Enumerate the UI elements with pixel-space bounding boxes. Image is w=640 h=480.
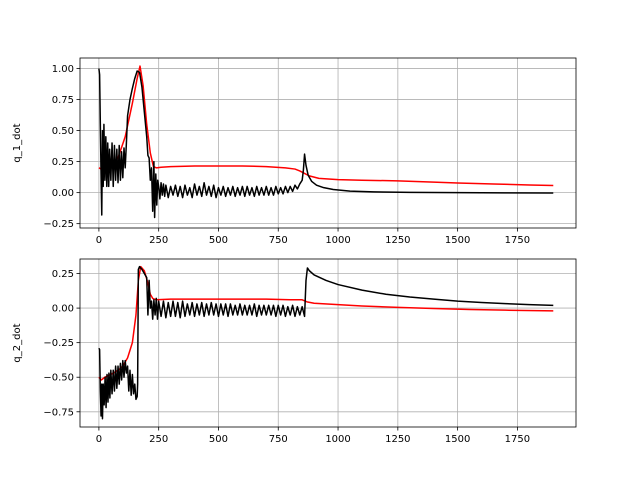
x-tick-label: 250 [149,235,168,246]
x-tick-label: 750 [269,235,288,246]
x-tick-label: 0 [96,235,102,246]
series-line-1 [98,265,554,420]
axes-frame [79,57,577,229]
x-tick-label: 1500 [445,235,470,246]
x-tick-label: 750 [269,434,288,445]
x-tick-label: 1000 [325,235,350,246]
x-tick-label: 500 [209,235,228,246]
y-axis-label: q_1_dot [12,123,23,162]
y-tick-label: 0.50 [52,126,74,137]
x-tick-label: 1500 [445,434,470,445]
x-tick-label: 0 [96,434,102,445]
y-tick-label: 1.00 [52,64,74,75]
y-tick-label: −0.75 [43,407,74,418]
subplot-q2-dot: 0 250 500 750 1000 1250 1500 1750 −0.75 −0.50 −0.2… [12,258,577,445]
y-axis-label: q_2_dot [12,323,23,362]
x-tick-label: 1750 [505,235,530,246]
series-line-0 [98,65,554,187]
x-tick-label: 1000 [325,434,350,445]
y-tick-label: 0.00 [52,304,74,315]
y-tick-label: −0.25 [43,219,74,230]
subplot-q1-dot: 0 250 500 750 1000 1250 1500 1750 −0.25 0.00 0.25 0… [12,57,577,246]
x-tick-label: 500 [209,434,228,445]
y-tick-label: −0.25 [43,338,74,349]
x-tick-label: 250 [149,434,168,445]
x-tick-label: 1750 [505,434,530,445]
series-line-1 [98,68,554,219]
y-tick-label: 0.75 [52,95,74,106]
x-tick-label: 1250 [385,434,410,445]
y-tick-label: 0.00 [52,188,74,199]
x-tick-label: 1250 [385,235,410,246]
y-tick-label: 0.25 [52,157,74,168]
y-tick-label: −0.50 [43,373,74,384]
y-tick-label: 0.25 [52,269,74,280]
